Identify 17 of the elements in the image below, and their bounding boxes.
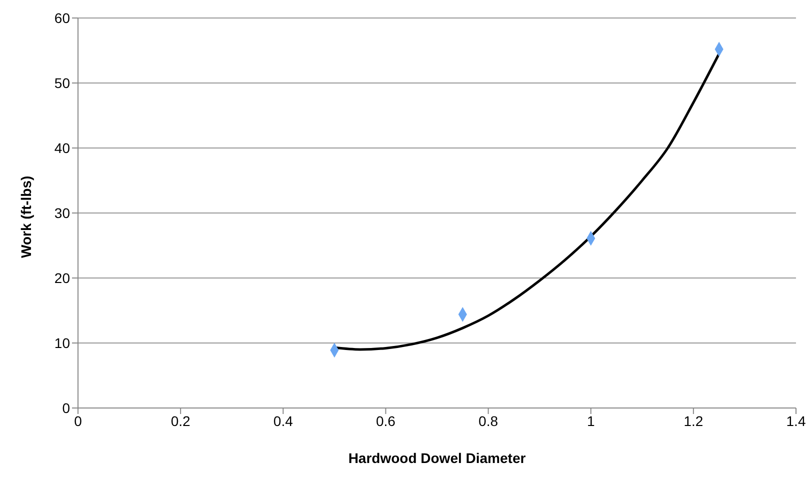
y-tick-label: 60 [54,10,70,26]
y-tick-label: 0 [62,400,70,416]
x-tick-label: 1.4 [786,412,806,429]
y-tick-label: 10 [54,334,70,351]
x-tick-label: 0.2 [170,412,191,429]
y-axis-title: Work (ft-lbs) [18,176,34,258]
x-tick-label: 0.4 [273,412,294,429]
x-tick-label: 0.6 [376,412,396,429]
x-tick-label: 1 [586,412,595,429]
y-tick-label: 40 [54,140,70,156]
x-tick-label: 0 [74,412,82,429]
y-tick-label: 50 [54,74,70,91]
y-tick-label: 30 [54,204,70,221]
x-tick-label: 1.2 [684,412,704,429]
x-axis-title: Hardwood Dowel Diameter [348,450,526,466]
y-tick-label: 20 [54,270,70,286]
x-tick-label: 0.8 [478,412,498,429]
